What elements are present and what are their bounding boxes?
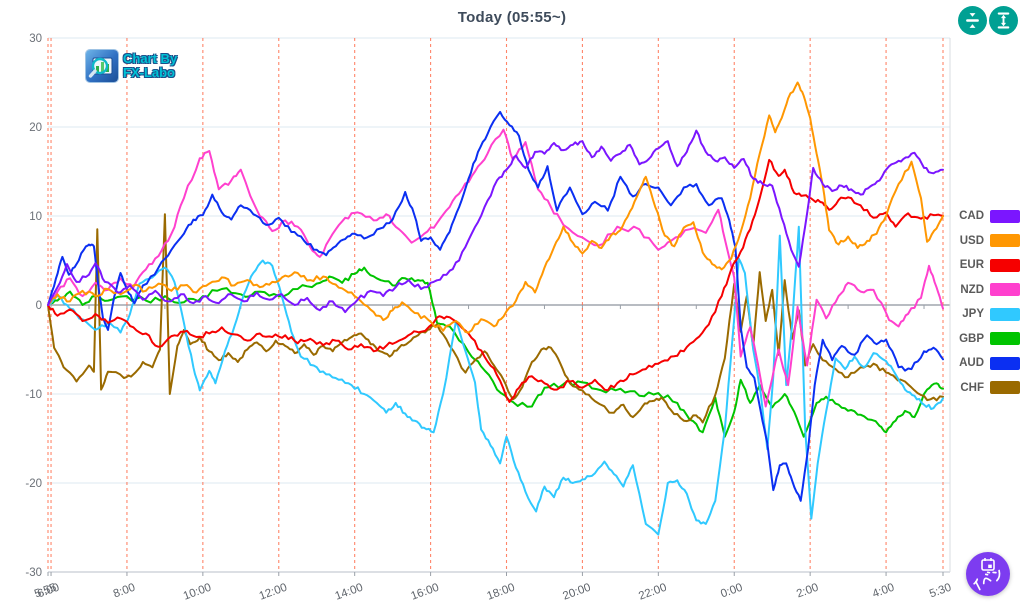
compress-y-scale-button[interactable]	[958, 6, 987, 35]
legend: CAD USD EUR NZD JPY GBP AUD CHF	[940, 204, 1020, 400]
legend-item-nzd[interactable]: NZD	[940, 278, 1020, 303]
legend-item-usd[interactable]: USD	[940, 229, 1020, 254]
series-line-nzd	[47, 128, 944, 408]
logo-line-2: FX-Labo	[123, 65, 175, 80]
expand-vertical-icon	[997, 12, 1010, 29]
legend-swatch	[990, 356, 1020, 370]
legend-item-gbp[interactable]: GBP	[940, 327, 1020, 352]
legend-item-jpy[interactable]: JPY	[940, 302, 1020, 327]
calendar-icon	[981, 558, 995, 571]
event-button[interactable]: イベン	[966, 552, 1010, 596]
y-axis-label: 0	[36, 300, 42, 312]
x-axis-label: 6:00	[36, 582, 61, 601]
x-axis-label: 5:30	[928, 582, 953, 601]
x-axis-label: 8:00	[112, 582, 137, 601]
legend-swatch	[990, 258, 1020, 272]
x-axis-label: 14:00	[334, 582, 365, 603]
y-axis-label: 30	[29, 33, 42, 45]
x-axis-label: 12:00	[258, 582, 289, 603]
fx-labo-logo: Chart By FX-Labo	[86, 50, 177, 82]
page-title: Today (05:55~)	[457, 9, 567, 26]
event-button-label-glyphs	[973, 569, 1001, 591]
y-axis-label: 20	[29, 122, 42, 134]
x-axis-label: 18:00	[485, 582, 516, 603]
series-line-usd	[47, 81, 944, 334]
legend-label: CAD	[959, 210, 984, 223]
series-line-eur	[47, 158, 944, 403]
y-axis-label: 10	[29, 211, 42, 223]
y-axis-label: -10	[25, 389, 42, 401]
legend-swatch	[990, 283, 1020, 297]
expand-y-scale-button[interactable]	[989, 6, 1018, 35]
x-axis-label: 2:00	[795, 582, 820, 601]
x-axis-label: 20:00	[561, 582, 592, 603]
legend-item-aud[interactable]: AUD	[940, 351, 1020, 376]
logo-text: Chart By FX-Labo	[123, 52, 177, 80]
series-line-chf	[47, 213, 944, 424]
x-axis-label: 10:00	[182, 582, 213, 603]
legend-label: EUR	[959, 259, 984, 272]
x-axis-label: 4:00	[871, 582, 896, 601]
compress-vertical-icon	[966, 13, 979, 28]
series-line-cad	[47, 129, 944, 314]
legend-swatch	[990, 332, 1020, 346]
legend-label: CHF	[960, 381, 984, 394]
legend-label: JPY	[962, 308, 984, 321]
legend-item-chf[interactable]: CHF	[940, 376, 1020, 401]
legend-swatch	[990, 234, 1020, 248]
series-line-jpy	[47, 225, 944, 536]
legend-swatch	[990, 307, 1020, 321]
legend-item-cad[interactable]: CAD	[940, 204, 1020, 229]
legend-label: GBP	[959, 332, 984, 345]
y-axis-label: -20	[25, 478, 42, 490]
magnifier-chart-icon	[86, 50, 118, 82]
legend-label: USD	[959, 234, 984, 247]
x-axis-label: 22:00	[637, 582, 668, 603]
series-lines	[47, 81, 944, 536]
y-axis-label: -30	[25, 567, 42, 579]
legend-label: AUD	[959, 357, 984, 370]
logo-line-1: Chart By	[123, 51, 178, 66]
legend-label: NZD	[960, 283, 984, 296]
x-axis-label: 0:00	[719, 582, 744, 601]
legend-swatch	[990, 381, 1020, 395]
legend-item-eur[interactable]: EUR	[940, 253, 1020, 278]
x-axis-label: 16:00	[409, 582, 440, 603]
legend-swatch	[990, 209, 1020, 223]
event-button-graphic	[973, 558, 1001, 591]
series-line-aud	[47, 110, 944, 502]
